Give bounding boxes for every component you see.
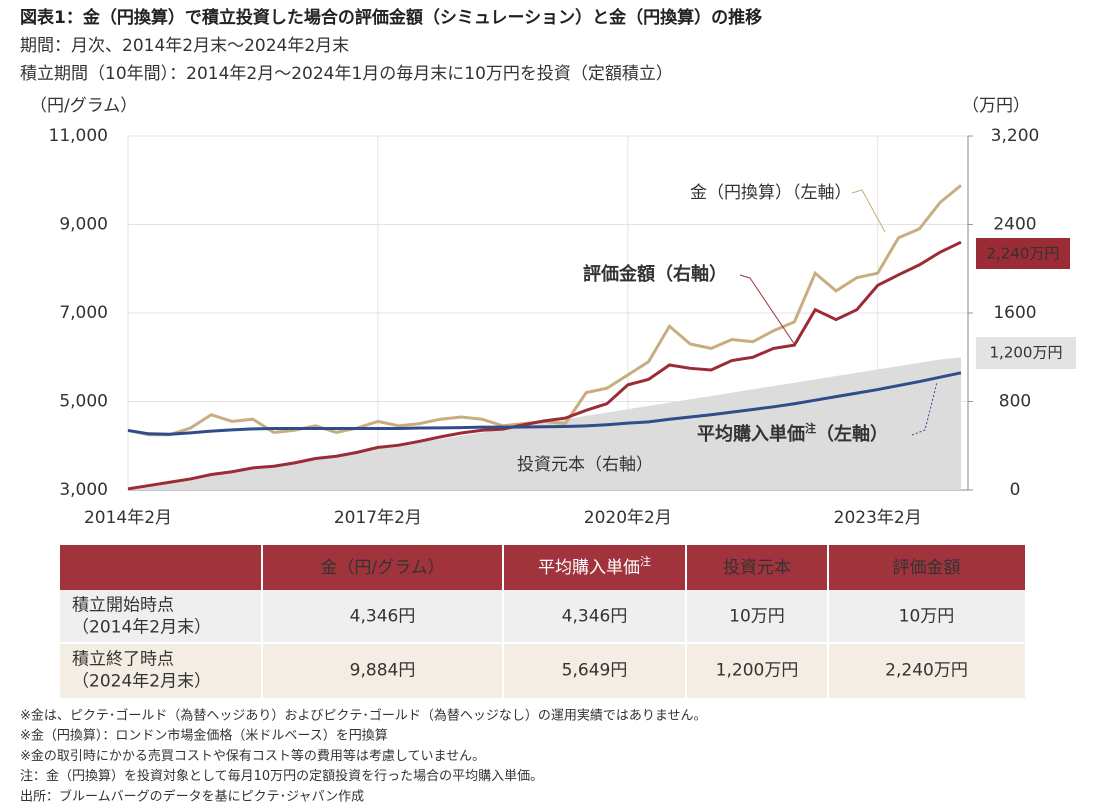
- note: ※金（円換算）：ロンドン市場金価格（米ドルベース）を円換算: [20, 728, 388, 744]
- table-cell: 10万円: [729, 607, 785, 627]
- y-tick-label: 3,000: [59, 480, 108, 500]
- table-header: 投資元本: [723, 558, 791, 578]
- y2-tick-label: 800: [999, 392, 1031, 412]
- header-note: 注: [640, 554, 651, 568]
- row-label: （2014年2月末）: [72, 618, 211, 638]
- table-header: 評価金額: [893, 558, 961, 578]
- table-header: 平均購入単価注: [538, 554, 651, 578]
- line: [127, 240, 962, 491]
- table-header: 金（円/グラム）: [320, 558, 444, 578]
- y2-tick-label: 2400: [993, 215, 1036, 235]
- x-tick-label: 2014年2月: [84, 508, 172, 528]
- y-tick-label: 7,000: [59, 303, 108, 323]
- note: ※金は、ピクテ･ゴールド（為替ヘッジあり）およびピクテ･ゴールド（為替ヘッジなし…: [20, 708, 707, 724]
- label-note: 注: [805, 421, 816, 435]
- label-part: （左軸）: [816, 423, 888, 445]
- y2-axis-label: （万円）: [962, 96, 1030, 116]
- table-row-bg: [60, 643, 1025, 698]
- note: 出所：ブルームバーグのデータを基にピクテ･ジャパン作成: [20, 788, 364, 804]
- row-label: 積立開始時点: [72, 596, 174, 616]
- table-cell: 1,200万円: [716, 661, 799, 681]
- y-tick-label: 9,000: [59, 215, 108, 235]
- note: 注：金（円換算）を投資対象として毎月10万円の定額投資を行った場合の平均購入単価…: [20, 768, 543, 784]
- y2-tick-label: 3,200: [991, 126, 1040, 146]
- table-cell: 4,346円: [562, 607, 628, 627]
- y2-tick-label: 1600: [993, 303, 1036, 323]
- leader: [851, 189, 886, 233]
- table-cell: 5,649円: [562, 661, 628, 681]
- area-label: 投資元本（右軸）: [517, 455, 653, 475]
- end-label-box: [976, 337, 1076, 369]
- leader: [911, 381, 938, 436]
- table-cell: 9,884円: [350, 661, 416, 681]
- series-label: 平均購入単価注（左軸）: [697, 421, 888, 445]
- plot: 投資元本（右軸） 金（円換算）（左軸） 評価金額（右軸） 平均購入単価注（左軸） 1,2…: [127, 183, 1076, 491]
- table-cell: 4,346円: [350, 607, 416, 627]
- end-label: 2,240万円: [987, 245, 1060, 263]
- end-label-box: [976, 238, 1070, 269]
- notes: ※金は、ピクテ･ゴールド（為替ヘッジあり）およびピクテ･ゴールド（為替ヘッジなし…: [20, 708, 707, 805]
- header-part: 平均購入単価: [538, 558, 640, 578]
- table-header-bg: [60, 545, 1025, 590]
- series-label: 評価金額（右軸）: [583, 263, 727, 285]
- line: [127, 371, 962, 436]
- leader: [739, 274, 796, 346]
- y-axis-label: （円/グラム）: [30, 96, 137, 116]
- x-tick-label: 2017年2月: [334, 508, 422, 528]
- y-tick-label: 11,000: [49, 126, 108, 146]
- y-tick-label: 5,000: [59, 392, 108, 412]
- x-tick-label: 2023年2月: [834, 508, 922, 528]
- series-label: 金（円換算）（左軸）: [690, 183, 852, 203]
- row-label: 積立終了時点: [72, 650, 174, 670]
- end-label: 1,200万円: [990, 344, 1063, 362]
- subtitle: 期間：月次、2014年2月末～2024年2月末: [20, 36, 349, 56]
- table-cell: 10万円: [899, 607, 955, 627]
- title: 図表1：金（円換算）で積立投資した場合の評価金額（シミュレーション）と金（円換算…: [20, 7, 762, 28]
- note: ※金の取引時にかかる売買コストや保有コスト等の費用等は考慮していません。: [20, 748, 485, 764]
- x-tick-label: 2020年2月: [584, 508, 672, 528]
- subtitle: 積立期間（10年間）：2014年2月～2024年1月の毎月末に10万円を投資（定…: [20, 64, 673, 84]
- y2-tick-label: 0: [1010, 480, 1021, 500]
- table-row-bg: [60, 590, 1025, 643]
- label-part: 平均購入単価: [697, 423, 805, 445]
- row-label: （2024年2月末）: [72, 672, 211, 692]
- table-cell: 2,240万円: [885, 661, 968, 681]
